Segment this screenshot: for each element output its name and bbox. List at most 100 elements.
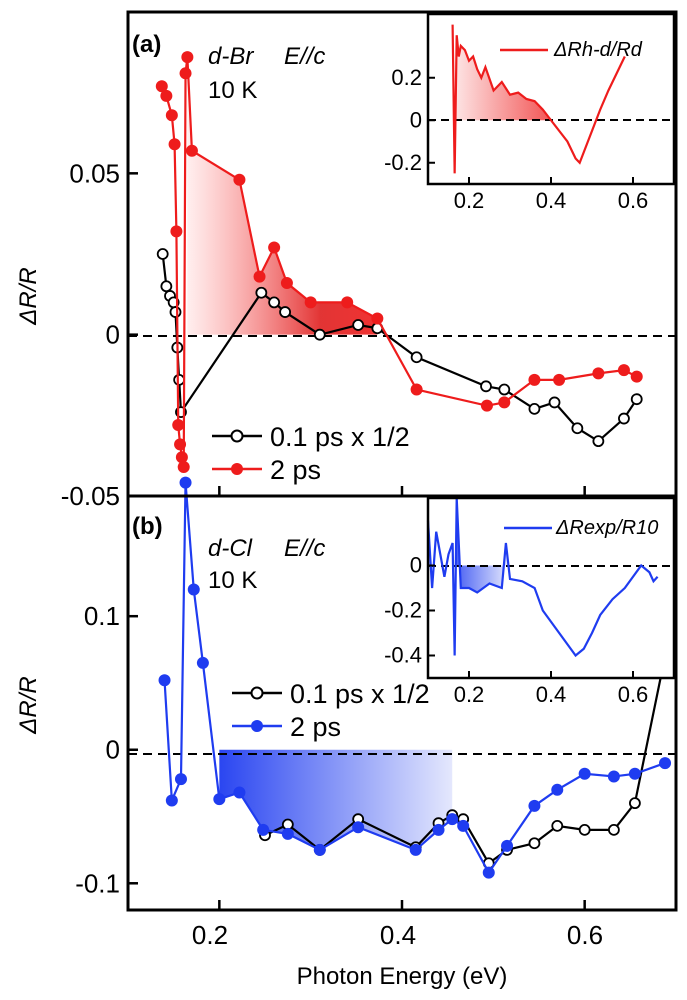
x-axis-title: Photon Energy (eV) <box>297 963 508 990</box>
panel-a-temperature-label: 10 K <box>208 77 257 104</box>
data-point-a-2-ps <box>630 370 643 383</box>
data-point-a-0-1-ps-x-1-2 <box>173 373 186 386</box>
panel-a-shaded-area <box>187 57 378 335</box>
panel-b-shaded-area <box>219 749 453 850</box>
data-point-a-2-ps <box>617 364 630 377</box>
inset-x-tick-label-a: 0.4 <box>536 188 567 213</box>
panel-a: 0.05 0 -0.05 (a) d-Br E//c 10 K ΔR/R 0.1 p… <box>15 10 678 511</box>
panel-b-temperature-label: 10 K <box>208 567 257 594</box>
data-point-b-2-ps <box>457 819 470 832</box>
panel-b-y-axis-title: ΔR/R <box>15 676 42 734</box>
panel-b-sample-label: d-Cl <box>208 535 253 562</box>
inset-shaded-area-a <box>452 24 551 174</box>
data-point-b-2-ps <box>607 770 620 783</box>
panel-b-series <box>158 476 672 879</box>
panel-b-label: (b) <box>132 513 163 540</box>
panel-a-label: (a) <box>132 31 161 58</box>
inset-x-tick-label-b: 0.2 <box>454 682 485 707</box>
inset-x-tick-label-a: 0.6 <box>618 188 649 213</box>
inset-b-series <box>426 497 659 658</box>
inset-x-tick-label-b: 0.4 <box>536 682 567 707</box>
x-tick-label-0.2: 0.2 <box>192 920 228 950</box>
y-tick-label-a: 0.05 <box>69 158 120 188</box>
data-point-a-2-ps <box>498 396 511 409</box>
shaded-area-a <box>187 57 378 335</box>
x-tick-label-0.4: 0.4 <box>380 920 416 950</box>
data-point-a-2-ps <box>553 373 566 386</box>
inset-series-line-b <box>426 497 659 658</box>
data-point-b-0-1-ps-x-1-2 <box>629 797 641 810</box>
data-point-b-2-ps <box>528 799 541 812</box>
panel-a-y-ticks: 0.05 0 -0.05 <box>61 158 138 511</box>
inset-y-tick-label-a: 0.2 <box>391 65 422 90</box>
data-point-a-2-ps <box>341 296 354 309</box>
data-point-b-2-ps <box>409 843 422 856</box>
data-point-b-2-ps <box>187 583 200 596</box>
data-point-a-0-1-ps-x-1-2 <box>156 248 169 260</box>
x-axis-tick-labels: 0.2 0.4 0.6 <box>192 920 603 950</box>
inset-y-tick-label-b: -0.2 <box>384 598 422 623</box>
data-point-a-2-ps <box>410 383 423 396</box>
legend-a-label-2ps: 2 ps <box>270 455 321 485</box>
y-tick-label-b: -0.1 <box>75 868 120 898</box>
inset-b-x-ticks: 0.2 0.4 0.6 <box>454 671 648 707</box>
inset-b-shaded-area <box>456 498 510 593</box>
data-point-a-0-1-ps-x-1-2 <box>268 296 281 309</box>
data-point-b-2-ps <box>174 773 187 786</box>
legend-a-marker-0.1ps <box>230 429 244 443</box>
data-point-a-2-ps <box>170 225 183 238</box>
data-point-a-2-ps <box>160 89 173 102</box>
data-point-b-2-ps <box>432 823 445 836</box>
data-point-a-0-1-ps-x-1-2 <box>410 351 423 364</box>
x-tick-label-0.6: 0.6 <box>567 920 603 950</box>
data-point-a-2-ps <box>528 373 541 386</box>
data-point-a-2-ps <box>181 51 194 64</box>
data-point-a-0-1-ps-x-1-2 <box>313 328 326 341</box>
panel-b-polarization-label: E//c <box>284 535 325 562</box>
shaded-area-b <box>219 749 453 850</box>
data-point-a-2-ps <box>172 419 185 432</box>
legend-a-marker-2ps <box>231 463 243 475</box>
data-point-b-2-ps <box>158 674 171 687</box>
panel-b: 0.1 0 -0.1 (b) d-Cl E//c 10 K ΔR/R 0.1 ps … <box>15 476 678 912</box>
data-point-a-0-1-ps-x-1-2 <box>592 435 605 448</box>
y-tick-label-b: 0 <box>106 735 120 765</box>
inset-y-tick-label-b: 0 <box>410 553 422 578</box>
data-point-b-0-1-ps-x-1-2 <box>578 823 591 836</box>
data-point-b-2-ps <box>165 794 178 807</box>
data-point-a-2-ps <box>155 80 168 93</box>
data-point-a-2-ps <box>185 144 198 157</box>
y-tick-label-b: 0.1 <box>84 601 120 631</box>
panel-a-series <box>155 51 643 473</box>
data-point-b-2-ps <box>352 821 365 834</box>
panel-a-x-ticks <box>218 486 586 496</box>
data-point-a-0-1-ps-x-1-2 <box>480 380 492 393</box>
data-point-a-0-1-ps-x-1-2 <box>630 393 643 406</box>
data-point-b-0-1-ps-x-1-2 <box>551 819 564 832</box>
legend-b-marker-0.1ps <box>250 686 264 700</box>
data-point-b-2-ps <box>196 656 209 669</box>
data-point-b-0-1-ps-x-1-2 <box>607 823 620 836</box>
data-point-b-2-ps <box>179 476 192 489</box>
panel-a-polarization-label: E//c <box>284 43 325 70</box>
panel-a-sample-label: d-Br <box>208 43 254 70</box>
data-point-b-2-ps <box>578 767 591 780</box>
data-point-a-2-ps <box>179 67 192 80</box>
data-point-b-2-ps <box>313 843 326 856</box>
data-point-a-0-1-ps-x-1-2 <box>548 396 561 409</box>
y-tick-label-a: 0 <box>106 320 120 350</box>
series-line-b-0-1-ps-x-1-2 <box>264 656 667 865</box>
data-point-a-2-ps <box>177 460 190 473</box>
inset-y-tick-label-b: -0.4 <box>384 643 422 668</box>
inset-x-tick-label-a: 0.2 <box>454 188 485 213</box>
data-point-b-2-ps <box>446 813 459 826</box>
data-point-b-2-ps <box>659 757 672 770</box>
panel-b-legend: 0.1 ps x 1/2 2 ps <box>232 679 430 742</box>
data-point-b-2-ps <box>482 866 495 879</box>
data-point-a-0-1-ps-x-1-2 <box>498 383 511 396</box>
data-point-a-2-ps <box>268 241 281 254</box>
y-tick-label-a: -0.05 <box>61 481 120 511</box>
data-point-a-0-1-ps-x-1-2 <box>160 280 173 293</box>
panel-a-y-axis-title: ΔR/R <box>15 267 42 325</box>
data-point-a-2-ps <box>174 438 187 451</box>
